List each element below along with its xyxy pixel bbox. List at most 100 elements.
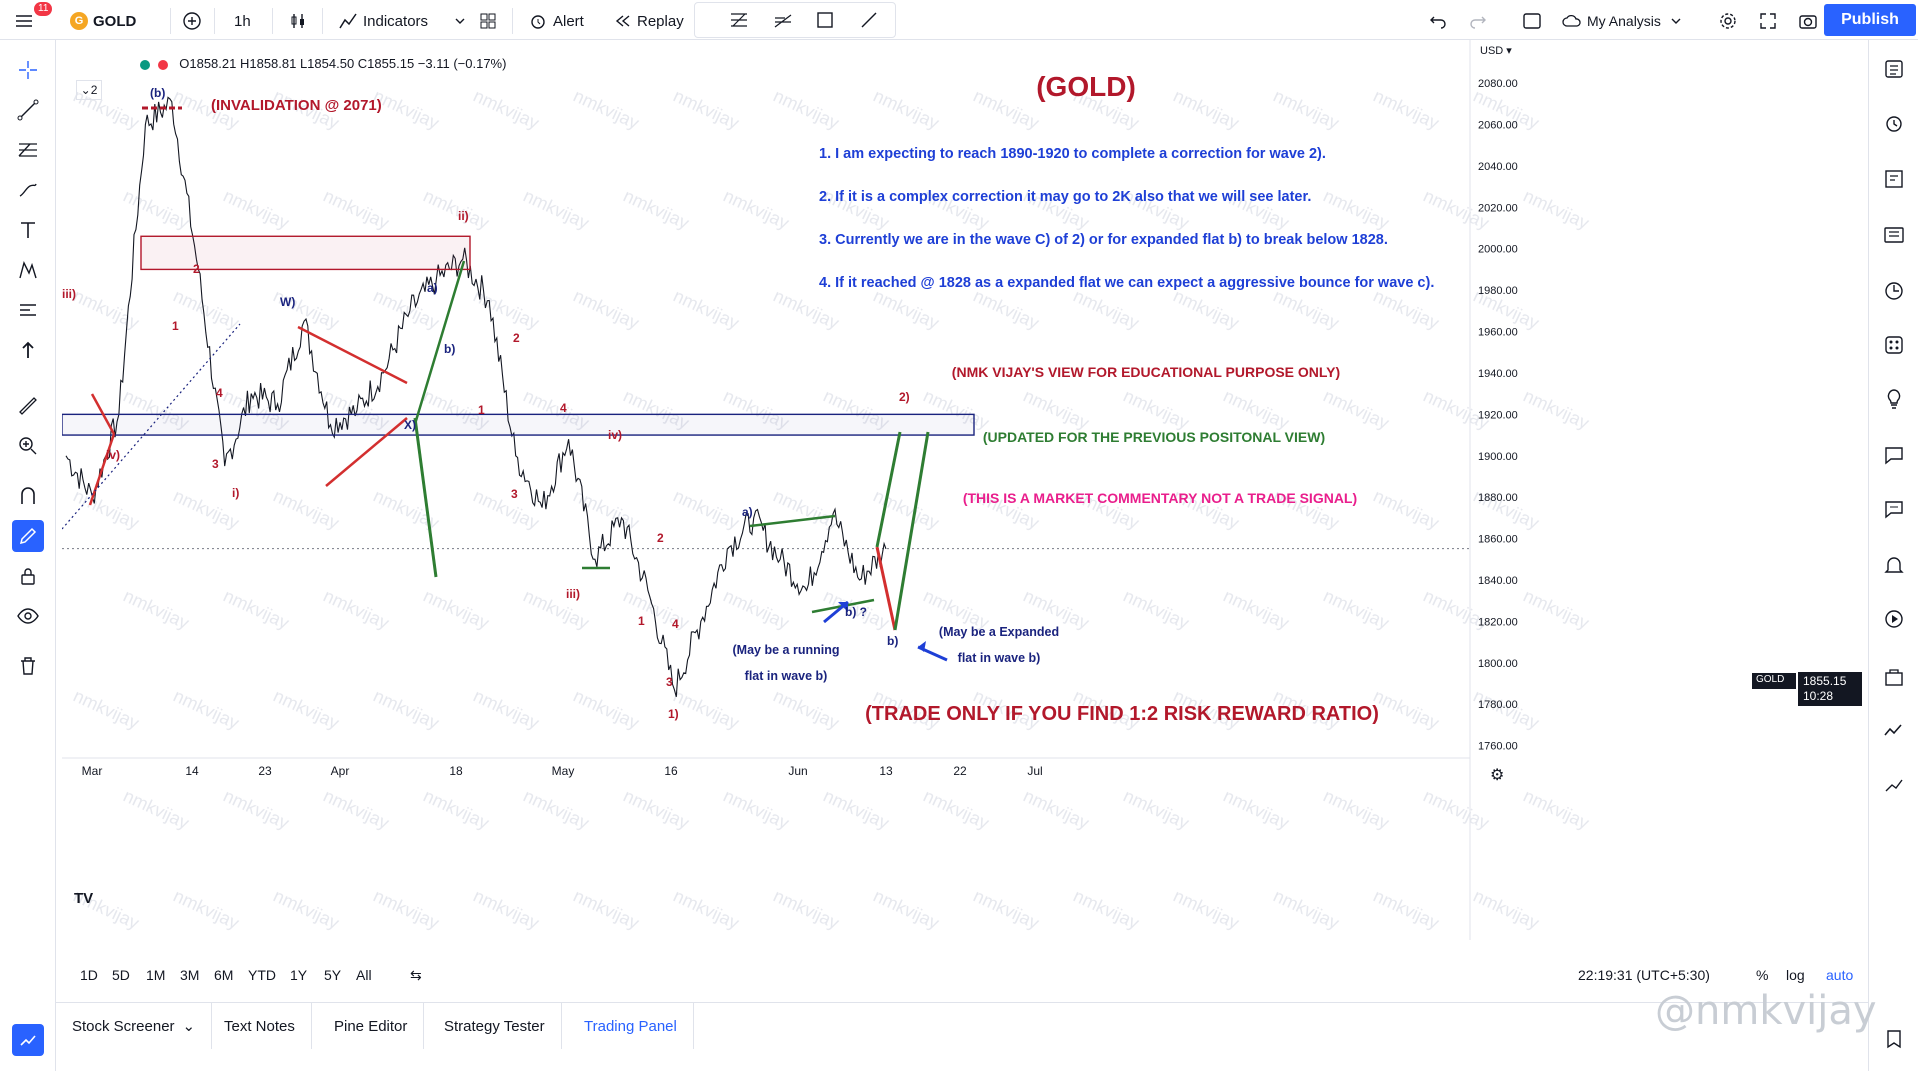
publish-button[interactable]: Publish — [1824, 4, 1916, 36]
arrow-up-icon[interactable] — [12, 334, 44, 366]
tab-trading-panel[interactable]: Trading Panel — [568, 1003, 694, 1049]
watermark-tile: nmkvijay — [1220, 385, 1292, 433]
wave-label: i) — [232, 486, 239, 500]
trash-icon[interactable] — [12, 650, 44, 682]
drawings-layer: (b) iii) iv) 1 2 3 4 i) W) X) a) b) ii) 2 1 3 4 iv) iii) 2 1… — [61, 71, 1434, 725]
indicators-button[interactable]: Indicators — [334, 8, 432, 34]
watermark-tile: nmkvijay — [470, 685, 542, 733]
layout-icon[interactable] — [1518, 8, 1546, 34]
camera-icon[interactable] — [1794, 8, 1822, 34]
templates-icon[interactable] — [474, 8, 502, 34]
annotation-notes: 2. If it is a complex correction it may … — [819, 189, 1311, 205]
streams-icon[interactable] — [1879, 604, 1909, 634]
watermark-tile: nmkvijay — [270, 285, 342, 333]
watermark-tile: nmkvijay — [670, 485, 742, 533]
timeframe-3m[interactable]: 3M — [180, 967, 200, 983]
watermark-tile: nmkvijay — [670, 685, 742, 733]
replay-button[interactable]: Replay — [608, 8, 688, 34]
redo-icon[interactable] — [1464, 8, 1492, 34]
tab-stock-screener[interactable]: Stock Screener ⌄ — [56, 1003, 213, 1049]
eye-icon[interactable] — [12, 600, 44, 632]
text-tool-icon[interactable] — [12, 214, 44, 246]
magnet-icon[interactable] — [12, 480, 44, 512]
tab-pine-editor[interactable]: Pine Editor — [318, 1003, 425, 1049]
alert-button[interactable]: Alert — [524, 8, 588, 34]
auto-toggle[interactable]: auto — [1826, 967, 1854, 983]
layout-menu[interactable]: My Analysis — [1558, 8, 1690, 34]
zoom-icon[interactable] — [12, 430, 44, 462]
pulse-icon[interactable] — [1879, 716, 1909, 746]
bookmark-icon[interactable] — [1879, 1024, 1909, 1054]
chat-icon[interactable] — [1879, 440, 1909, 470]
add-symbol-icon[interactable] — [178, 8, 206, 34]
notifications-icon[interactable] — [1879, 550, 1909, 580]
green-drop-line — [413, 417, 438, 578]
watermark-tile: nmkvijay — [870, 285, 942, 333]
price-tick-label: 2040.00 — [1478, 161, 1518, 173]
menu-icon[interactable] — [10, 8, 38, 34]
chart-pane[interactable]: nmkvijay nmkvijay nmkvijay nmkvijay nmkvijay… — [61, 40, 1862, 940]
hotlists-icon[interactable] — [1879, 662, 1909, 692]
ruler-icon[interactable] — [12, 390, 44, 422]
percent-toggle[interactable]: % — [1756, 967, 1769, 983]
wave-label: b) — [444, 342, 455, 356]
watchlist-icon[interactable] — [1879, 54, 1909, 84]
crosshair-icon[interactable] — [12, 54, 44, 86]
collapse-count: 2 — [90, 83, 98, 97]
fullscreen-icon[interactable] — [1754, 8, 1782, 34]
watermark-tile: nmkvijay — [120, 785, 192, 833]
tab-text-notes[interactable]: Text Notes — [208, 1003, 312, 1049]
messages-icon[interactable] — [1879, 494, 1909, 524]
clock-display[interactable]: 22:19:31 (UTC+5:30) — [1578, 967, 1710, 983]
help-icon[interactable] — [1879, 770, 1909, 800]
pitchfork-icon[interactable] — [769, 7, 797, 33]
community-icon[interactable] — [12, 1024, 44, 1056]
ideas-icon[interactable] — [1879, 384, 1909, 414]
interval-button[interactable]: 1h — [230, 8, 255, 34]
time-tick-label: 16 — [664, 764, 678, 778]
tab-strategy-tester[interactable]: Strategy Tester — [428, 1003, 562, 1049]
pattern-tool-icon[interactable] — [12, 254, 44, 286]
collapse-legend-button[interactable]: ⌄ 2 — [76, 80, 102, 100]
timeframe-5y[interactable]: 5Y — [324, 967, 342, 983]
settings-icon[interactable] — [1714, 8, 1742, 34]
last-price-symbol: GOLD — [1752, 673, 1796, 689]
undo-icon[interactable] — [1424, 8, 1452, 34]
timeframe-ytd[interactable]: YTD — [248, 967, 276, 983]
timeframe-5d[interactable]: 5D — [112, 967, 130, 983]
watermark-tile: nmkvijay — [670, 285, 742, 333]
news-icon[interactable] — [1879, 220, 1909, 250]
fib-retracement-icon[interactable] — [725, 7, 753, 33]
grid-icon[interactable] — [1879, 330, 1909, 360]
watermark-tile: nmkvijay — [70, 285, 142, 333]
drawing-mode-icon[interactable] — [12, 520, 44, 552]
upper-zone-box — [140, 235, 471, 271]
rectangle-icon[interactable] — [811, 7, 839, 33]
calendar-icon[interactable] — [1879, 276, 1909, 306]
price-chart[interactable]: nmkvijay nmkvijay nmkvijay nmkvijay nmkvijay… — [61, 40, 1862, 940]
wave-label: iii) — [62, 287, 76, 301]
data-window-icon[interactable] — [1879, 164, 1909, 194]
trend-line-tool-icon[interactable] — [12, 94, 44, 126]
timeframe-6m[interactable]: 6M — [214, 967, 234, 983]
watermark-tile: nmkvijay — [970, 285, 1042, 333]
timeframe-all[interactable]: All — [356, 967, 372, 983]
candles-icon[interactable] — [284, 8, 312, 34]
trend-line-icon[interactable] — [855, 7, 883, 33]
alarm-clock-icon[interactable] — [1879, 108, 1909, 138]
brush-icon[interactable] — [12, 174, 44, 206]
watermark-tile: nmkvijay — [570, 685, 642, 733]
date-range-icon[interactable]: ⇆ — [410, 967, 422, 983]
price-tick-label: 1920.00 — [1478, 409, 1518, 421]
symbol-search[interactable]: G GOLD — [66, 8, 140, 34]
log-toggle[interactable]: log — [1786, 967, 1805, 983]
time-tick-label: 18 — [449, 764, 463, 778]
timeframe-1y[interactable]: 1Y — [290, 967, 308, 983]
chevron-down-icon[interactable] — [446, 8, 474, 34]
fib-tool-icon[interactable] — [12, 134, 44, 166]
timeframe-1d[interactable]: 1D — [80, 967, 98, 983]
lock-icon[interactable] — [12, 560, 44, 592]
annotation-running1: (May be a running — [733, 643, 840, 657]
forecast-tool-icon[interactable] — [12, 294, 44, 326]
timeframe-1m[interactable]: 1M — [146, 967, 166, 983]
